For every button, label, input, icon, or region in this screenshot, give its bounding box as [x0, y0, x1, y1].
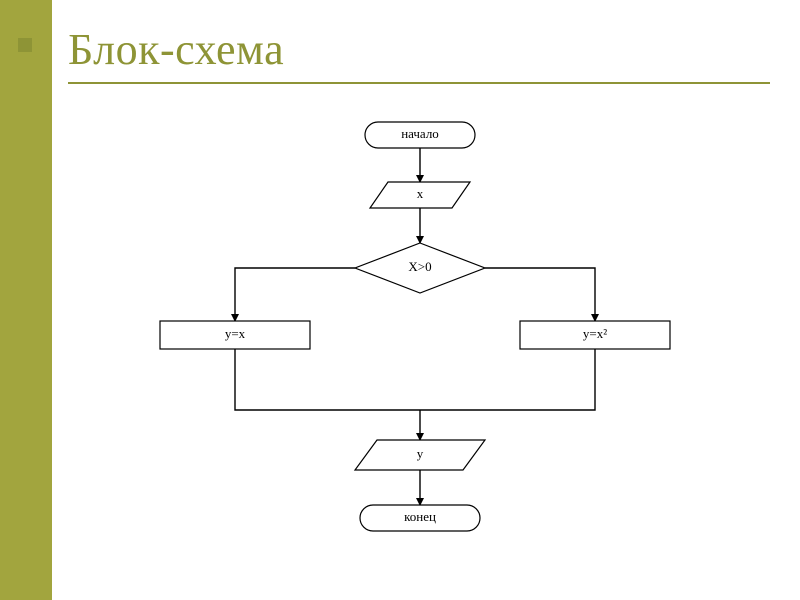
svg-text:x: x: [417, 186, 424, 201]
slide-title: Блок-схема: [68, 24, 284, 75]
title-bullet: [18, 38, 32, 52]
node-cond: X>0: [355, 243, 485, 293]
svg-text:начало: начало: [401, 126, 439, 141]
svg-text:y: y: [417, 446, 424, 461]
node-yx2: y=x²: [520, 321, 670, 349]
svg-text:X>0: X>0: [408, 259, 431, 274]
node-inx: x: [370, 182, 470, 208]
node-outy: y: [355, 440, 485, 470]
title-underline: [68, 82, 770, 84]
svg-text:y=x²: y=x²: [583, 326, 607, 341]
node-end: конец: [360, 505, 480, 531]
svg-text:конец: конец: [404, 509, 436, 524]
node-yx: y=x: [160, 321, 310, 349]
slide-sidebar: [0, 0, 52, 600]
node-start: начало: [365, 122, 475, 148]
svg-text:y=x: y=x: [225, 326, 246, 341]
flowchart: начало x X>0 y=x y=x² y конец: [120, 110, 680, 540]
